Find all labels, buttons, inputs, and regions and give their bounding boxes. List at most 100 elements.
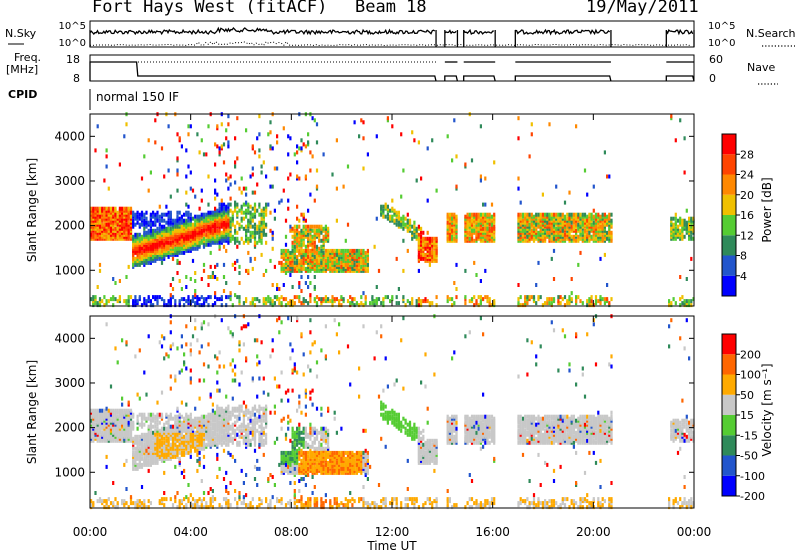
echo-cell [424, 236, 427, 241]
echo-cell [251, 218, 254, 223]
echo-cell [185, 324, 188, 329]
echo-cell [413, 138, 416, 143]
echo-cell [225, 295, 228, 300]
echo-cell [358, 134, 361, 139]
echo-cell [209, 220, 212, 225]
echo-cell [265, 202, 268, 207]
echo-cell [191, 428, 195, 433]
echo-cell [158, 222, 161, 227]
echo-cell [154, 248, 157, 253]
echo-cell [486, 236, 489, 241]
echo-cell [579, 226, 582, 231]
echo-cell [519, 295, 522, 300]
echo-cell [218, 226, 221, 231]
echo-cell [94, 408, 97, 413]
echo-cell [422, 248, 425, 253]
echo-cell [338, 260, 341, 265]
echo-cell [216, 236, 219, 241]
echo-cell [136, 499, 139, 504]
echo-cell [234, 204, 237, 209]
echo-cell [236, 204, 239, 209]
echo-cell [138, 434, 141, 439]
echo-cell [156, 422, 159, 427]
echo-cell [446, 226, 449, 231]
echo-cell [178, 226, 181, 231]
echo-cell [411, 301, 414, 306]
echo-cell [690, 226, 693, 231]
echo-cell [311, 224, 314, 229]
echo-cell [169, 248, 172, 253]
y-tick-label: 2000 [54, 219, 85, 233]
echo-cell [455, 184, 458, 189]
echo-cell [234, 208, 237, 213]
echo-cell [594, 299, 598, 304]
echo-cell [185, 275, 188, 279]
echo-cell [105, 454, 108, 459]
echo-cell [284, 248, 288, 253]
echo-cell [260, 226, 263, 231]
echo-cell [548, 212, 551, 217]
echo-cell [225, 136, 228, 141]
echo-cell [251, 172, 254, 177]
echo-cell [293, 301, 296, 306]
echo-cell [340, 264, 343, 269]
echo-cell [169, 283, 172, 287]
echo-cell [674, 212, 677, 217]
echo-cell [539, 295, 542, 300]
echo-cell [109, 384, 113, 389]
echo-cell [225, 226, 228, 231]
echo-cell [105, 222, 108, 227]
echo-cell [149, 222, 152, 227]
echo-cell [165, 248, 168, 253]
echo-cell [132, 210, 135, 215]
echo-cell [205, 212, 208, 217]
echo-cell [152, 303, 155, 308]
echo-cell [202, 301, 206, 306]
echo-cell [169, 330, 172, 335]
echo-cell [251, 144, 254, 149]
echo-cell [191, 188, 195, 193]
echo-cell [592, 236, 595, 241]
echo-cell [251, 224, 254, 229]
echo-cell [138, 499, 141, 504]
echo-cell [136, 462, 139, 467]
echo-cell [205, 232, 208, 237]
echo-cell [125, 275, 128, 279]
echo-cell [236, 244, 239, 249]
echo-cell [245, 192, 248, 197]
echo-cell [185, 285, 188, 289]
echo-cell [475, 299, 478, 304]
echo-cell [417, 297, 420, 302]
echo-cell [362, 166, 365, 171]
echo-cell [174, 414, 177, 419]
echo-cell [121, 402, 124, 407]
echo-cell [194, 214, 197, 219]
echo-cell [140, 412, 144, 417]
echo-cell [579, 236, 582, 241]
echo-cell [207, 242, 210, 247]
echo-cell [240, 210, 243, 215]
echo-cell [165, 226, 168, 231]
echo-cell [236, 258, 239, 263]
echo-cell [194, 301, 197, 306]
echo-cell [426, 198, 429, 203]
echo-cell [304, 230, 307, 235]
echo-cell [169, 226, 172, 231]
echo-cell [234, 228, 237, 233]
echo-cell [313, 254, 316, 259]
nsearch-label: N.Search [746, 27, 796, 40]
echo-cell [278, 260, 281, 265]
echo-cell [470, 158, 474, 163]
echo-cell [475, 226, 478, 231]
echo-cell [575, 124, 578, 129]
echo-cell [304, 218, 307, 223]
echo-cell [298, 176, 301, 181]
echo-cell [196, 468, 199, 473]
echo-cell [610, 218, 613, 223]
echo-cell [296, 236, 299, 241]
echo-cell [353, 297, 356, 302]
echo-cell [123, 206, 126, 211]
echo-cell [366, 262, 369, 267]
echo-cell [156, 426, 159, 431]
echo-cell [163, 436, 166, 441]
